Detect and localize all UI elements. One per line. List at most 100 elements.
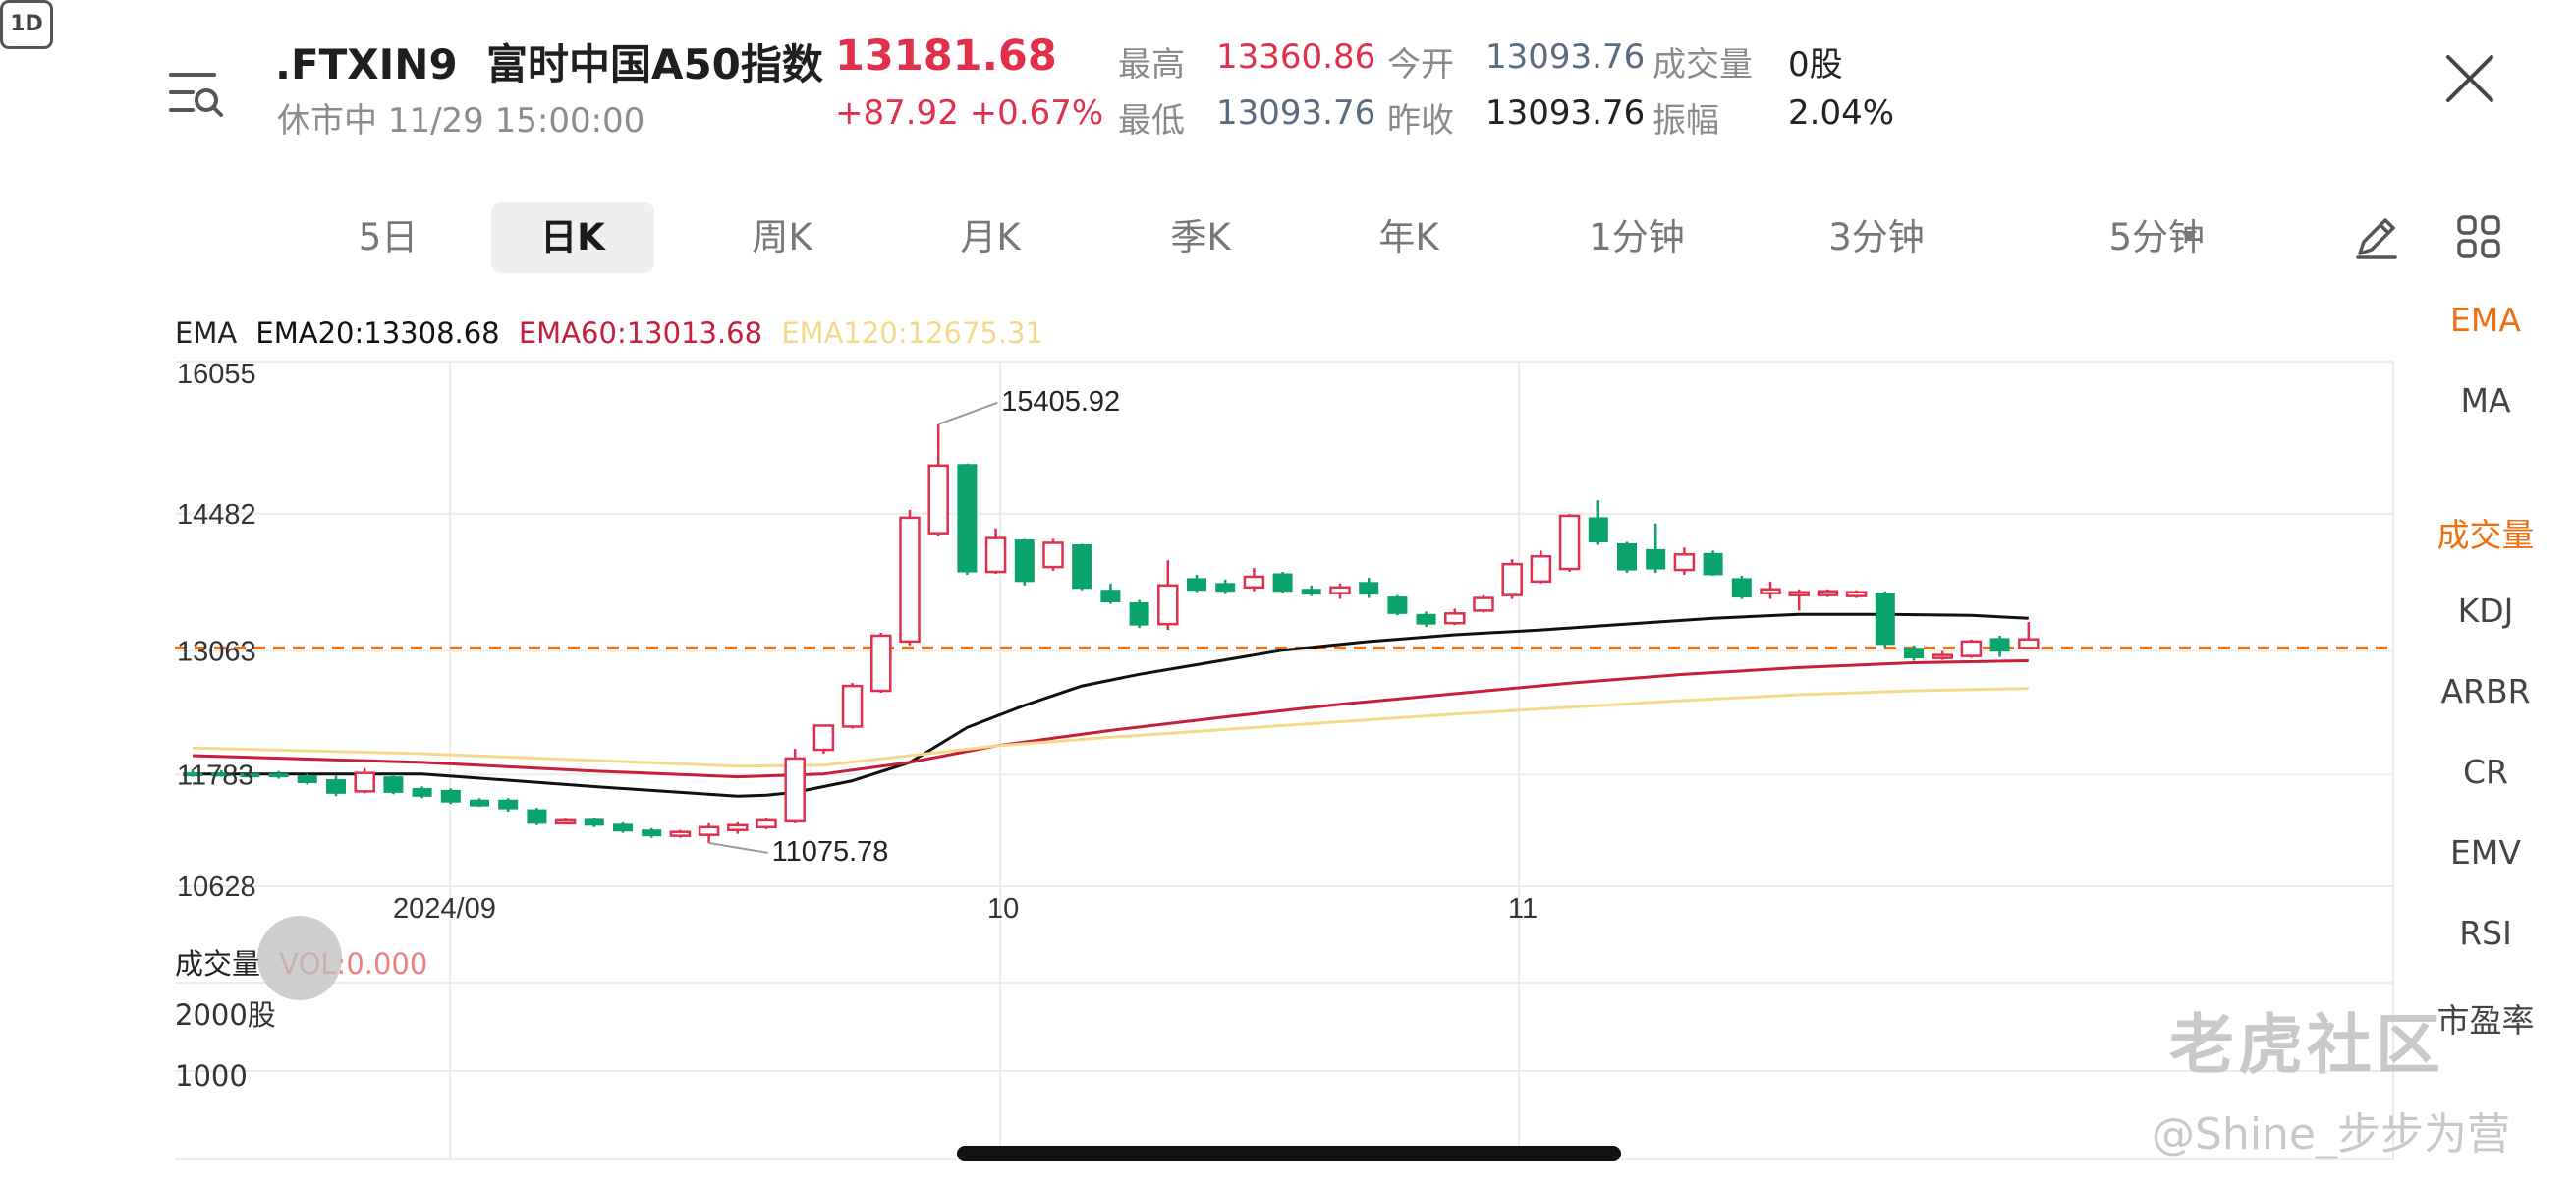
ema60-legend: EMA60:13013.68 [518, 316, 763, 350]
line-ema60 [192, 659, 2029, 779]
line-ema120 [192, 687, 2029, 768]
candle-body-up [812, 724, 835, 752]
home-indicator [957, 1146, 1621, 1161]
stat-prev-close-label: 昨收 [1387, 101, 1454, 141]
chart-labels: 16055 14482 13063 11783 10628 2024/09 10 11 1540… [177, 359, 1538, 925]
side-emv[interactable]: EMV [2450, 833, 2521, 872]
volume-axis-tick-top: 2000股 [175, 998, 276, 1032]
side-kdj[interactable]: KDJ [2457, 592, 2514, 630]
candle-body-up [1243, 575, 1265, 590]
tab-quarter-k[interactable]: 季K [1170, 216, 1231, 258]
tab-5day[interactable]: 5日 [358, 216, 419, 258]
candle-body-down [1646, 548, 1666, 570]
candle-body-down [412, 787, 432, 797]
watermark-user: @Shine_步步为营 [2152, 1109, 2510, 1159]
side-ma[interactable]: MA [2460, 381, 2511, 420]
stat-low-value: 13093.76 [1216, 93, 1376, 133]
side-cr[interactable]: CR [2463, 753, 2508, 791]
candle-body-up [784, 757, 806, 823]
volume-legend-label: 成交量 [175, 947, 261, 981]
candle-body-down [1301, 589, 1321, 595]
stat-prev-close-value: 13093.76 [1485, 93, 1646, 133]
candle-body-down [1387, 596, 1408, 614]
candle-body-down [1588, 517, 1608, 543]
ema20-legend: EMA20:13308.68 [255, 316, 500, 350]
side-volume[interactable]: 成交量 [2436, 516, 2535, 554]
candle-body-up [1932, 653, 1953, 659]
tab-1d[interactable]: 1D [0, 0, 53, 49]
y-tick-label: 11783 [177, 760, 254, 791]
stat-amplitude-value: 2.04% [1788, 93, 1895, 133]
instrument-name: 富时中国A50指数 [485, 40, 823, 88]
tab-month-k[interactable]: 月K [960, 216, 1021, 258]
floating-assist-button[interactable] [257, 916, 342, 1000]
candle-body-up [927, 464, 949, 535]
stat-amplitude-label: 振幅 [1652, 101, 1719, 141]
tab-1min[interactable]: 1分钟 [1589, 216, 1685, 258]
candle-body-down [1129, 602, 1149, 626]
x-tick-label: 10 [987, 893, 1019, 925]
candle-body-up [1845, 591, 1868, 597]
draw-pencil-icon[interactable] [2352, 212, 2401, 265]
candle-body-up [1817, 590, 1839, 596]
candle-body-up [984, 536, 1007, 574]
candle-body-up [1501, 562, 1523, 596]
candle-body-down [1215, 583, 1236, 592]
candle-body-down [1904, 648, 1924, 659]
candle-body-up [1673, 553, 1696, 572]
candle-body-up [1558, 514, 1581, 571]
stat-open-label: 今开 [1387, 45, 1454, 85]
candle-body-down [527, 809, 547, 824]
candle-body-down [1272, 573, 1293, 592]
candle-body-down [1359, 582, 1379, 595]
candle-body-down [1072, 543, 1092, 590]
candle-body-down [183, 772, 202, 777]
candle-body-down [642, 829, 662, 837]
tab-3min[interactable]: 3分钟 [1828, 216, 1925, 258]
candle-body-up [1960, 640, 1983, 657]
candle-body-up [1788, 591, 1810, 596]
close-icon[interactable] [2442, 51, 2497, 106]
candle-body-down [1100, 590, 1121, 603]
menu-search-icon[interactable] [169, 69, 224, 120]
stat-high-value: 13360.86 [1216, 37, 1376, 77]
candle-body-up [1473, 596, 1494, 612]
candle-body-down [240, 773, 260, 778]
tab-week-k[interactable]: 周K [752, 216, 812, 258]
dropdown-caret-icon[interactable] [2179, 228, 2199, 247]
instrument-title: .FTXIN9 富时中国A50指数 [275, 31, 823, 91]
y-tick-label: 10628 [177, 872, 256, 903]
high-price-annotation: 15405.92 [1001, 386, 1120, 418]
candle-body-up [354, 771, 375, 793]
symbol-code: .FTXIN9 [275, 40, 458, 88]
price-change: +87.92 +0.67% [835, 93, 1104, 133]
side-ema[interactable]: EMA [2450, 301, 2521, 339]
ema-lines [192, 612, 2029, 798]
side-arbr[interactable]: ARBR [2440, 672, 2531, 710]
candle-body-up [899, 516, 921, 644]
candle-body-up [698, 825, 720, 836]
grid-layout-icon[interactable] [2456, 214, 2501, 263]
candle-body-down [498, 799, 519, 810]
x-tick-label: 2024/09 [393, 893, 496, 925]
candle-body-up [1444, 612, 1466, 625]
side-pe[interactable]: 市盈率 [2436, 1001, 2535, 1040]
candle-body-up [1157, 584, 1179, 626]
candle-body-up [1042, 541, 1064, 569]
candle-body-down [1014, 539, 1035, 583]
candle-body-up [1530, 555, 1552, 584]
candle-body-up [1760, 588, 1781, 594]
candle-body-up [554, 818, 577, 825]
side-rsi[interactable]: RSI [2459, 914, 2512, 952]
candle-body-down [1187, 578, 1206, 592]
tab-day-k[interactable]: 日K [491, 202, 654, 273]
x-tick-label: 11 [1508, 893, 1538, 925]
watermark-logo: 老虎社区 [2169, 1007, 2444, 1083]
candle-body-down [1617, 542, 1637, 571]
line-ema20 [193, 612, 2029, 798]
candle-body-down [297, 775, 317, 784]
tab-year-k[interactable]: 年K [1378, 216, 1439, 258]
candle-body-down [470, 799, 489, 807]
candle-body-down [1989, 638, 2010, 652]
